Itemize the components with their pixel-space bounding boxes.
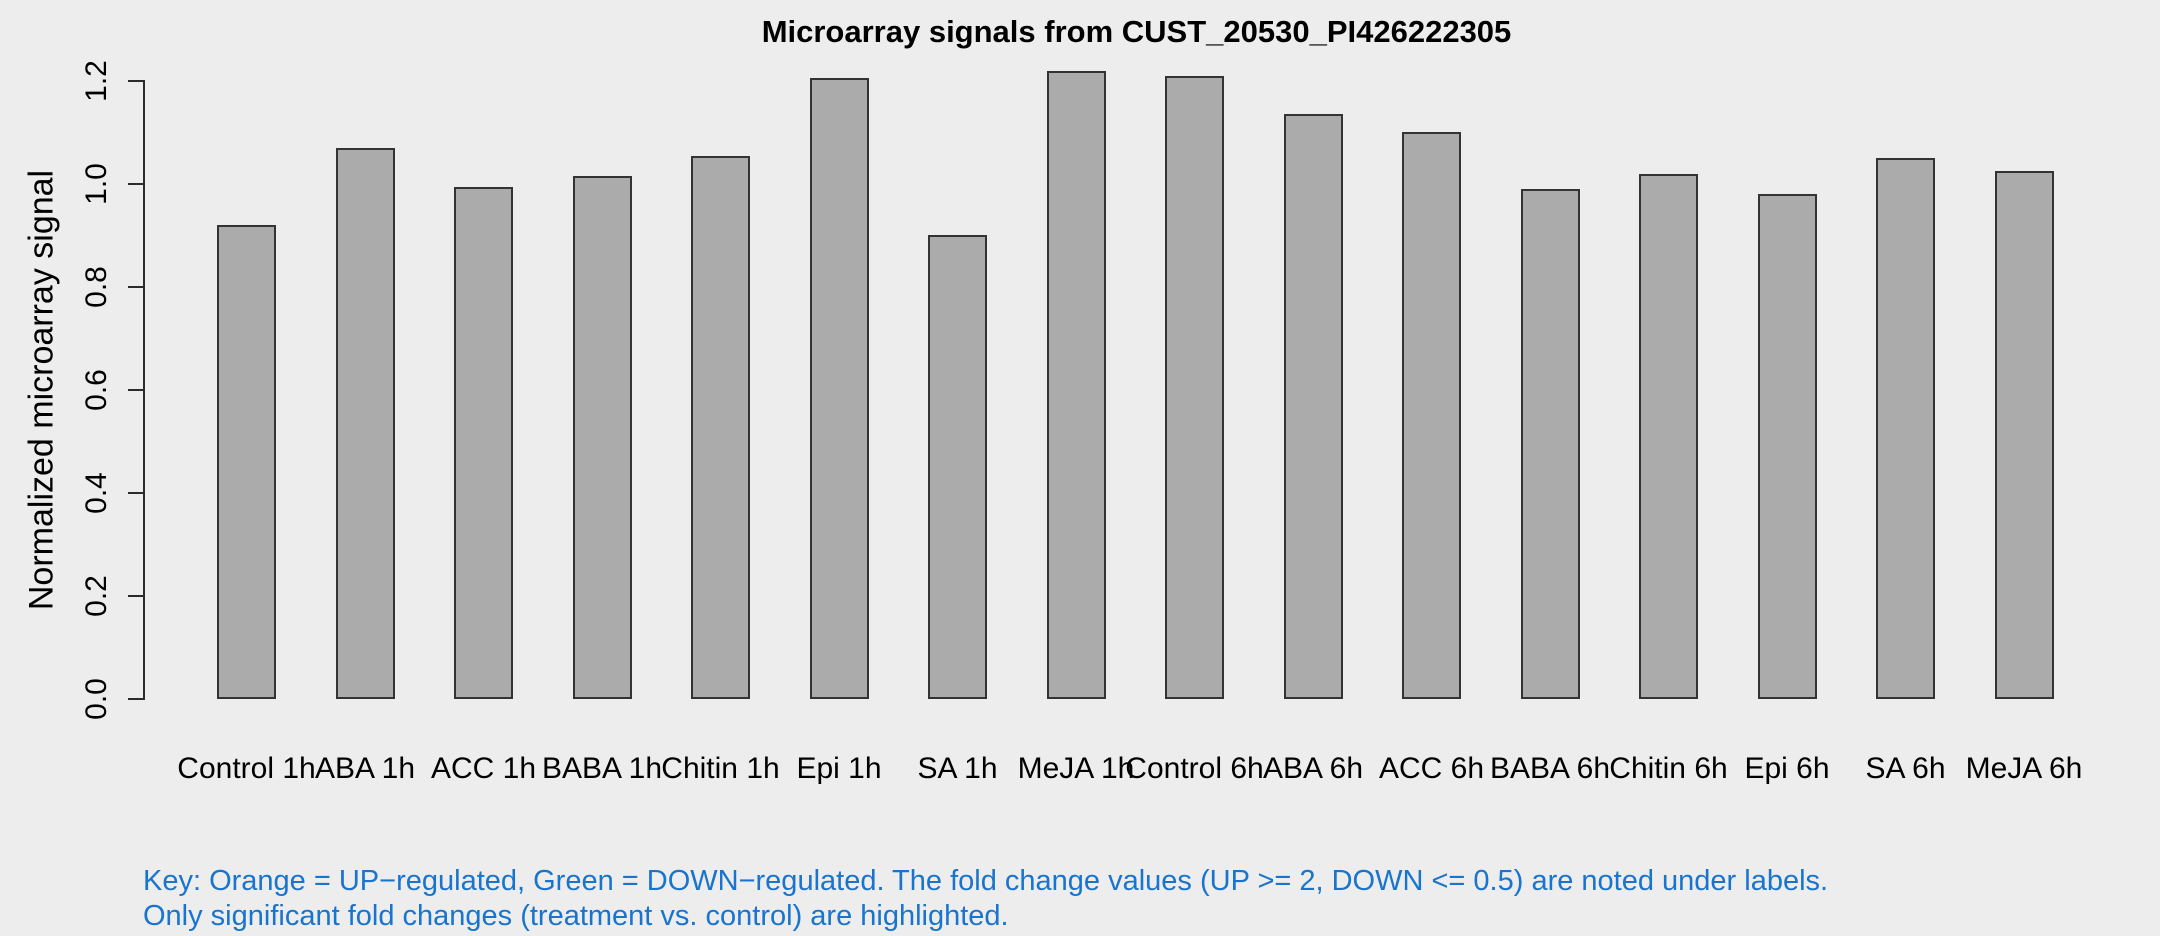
- y-tick-mark: [128, 183, 143, 185]
- bar: [217, 225, 276, 699]
- bar: [335, 148, 395, 699]
- y-tick-mark: [128, 595, 143, 597]
- bar: [1283, 114, 1343, 699]
- chart-title: Microarray signals from CUST_20530_PI426…: [761, 14, 1512, 49]
- y-tick-label: 0.4: [80, 472, 113, 514]
- x-category-label: ACC 1h: [430, 752, 537, 785]
- bar: [691, 156, 750, 699]
- bar: [572, 176, 632, 699]
- y-axis-line: [143, 80, 145, 700]
- y-tick-mark: [128, 286, 143, 288]
- key-note-line1: Key: Orange = UP−regulated, Green = DOWN…: [143, 865, 1829, 897]
- x-category-label: Epi 1h: [796, 752, 882, 785]
- y-tick-label: 0.8: [80, 266, 113, 308]
- y-tick-mark: [128, 492, 143, 494]
- x-category-label: Control 1h: [177, 752, 316, 785]
- y-tick-mark: [128, 698, 143, 700]
- bar: [1757, 194, 1817, 699]
- x-category-label: Chitin 6h: [1609, 752, 1728, 785]
- key-note: Key: Orange = UP−regulated, Green = DOWN…: [143, 864, 1828, 934]
- bar: [809, 78, 869, 699]
- key-note-line2: Only significant fold changes (treatment…: [143, 900, 1009, 932]
- y-tick-label: 0.6: [80, 369, 113, 411]
- bar: [1639, 174, 1698, 699]
- y-tick-label: 1.2: [80, 60, 113, 102]
- bar: [1520, 189, 1580, 699]
- x-category-label: ABA 1h: [314, 752, 416, 785]
- bar: [1994, 171, 2054, 699]
- x-category-label: Epi 6h: [1744, 752, 1830, 785]
- y-axis-title: Normalized microarray signal: [22, 169, 61, 611]
- bar: [928, 235, 987, 699]
- y-tick-mark: [128, 80, 143, 82]
- x-category-label: MeJA 6h: [1965, 752, 2083, 785]
- x-category-label: BABA 1h: [541, 752, 663, 785]
- y-tick-label: 0.0: [80, 678, 113, 720]
- bar: [1165, 76, 1224, 699]
- x-category-label: Control 6h: [1125, 752, 1264, 785]
- y-tick-label: 0.2: [80, 575, 113, 617]
- x-category-label: ABA 6h: [1262, 752, 1364, 785]
- bar: [1046, 71, 1106, 699]
- bar: [454, 187, 513, 699]
- x-category-label: ACC 6h: [1378, 752, 1485, 785]
- bar: [1876, 158, 1935, 699]
- y-tick-label: 1.0: [80, 163, 113, 205]
- x-category-label: SA 1h: [917, 752, 998, 785]
- x-category-label: Chitin 1h: [661, 752, 780, 785]
- x-category-label: MeJA 1h: [1017, 752, 1135, 785]
- bar: [1402, 132, 1461, 699]
- x-category-label: SA 6h: [1865, 752, 1946, 785]
- y-tick-mark: [128, 389, 143, 391]
- x-category-label: BABA 6h: [1489, 752, 1611, 785]
